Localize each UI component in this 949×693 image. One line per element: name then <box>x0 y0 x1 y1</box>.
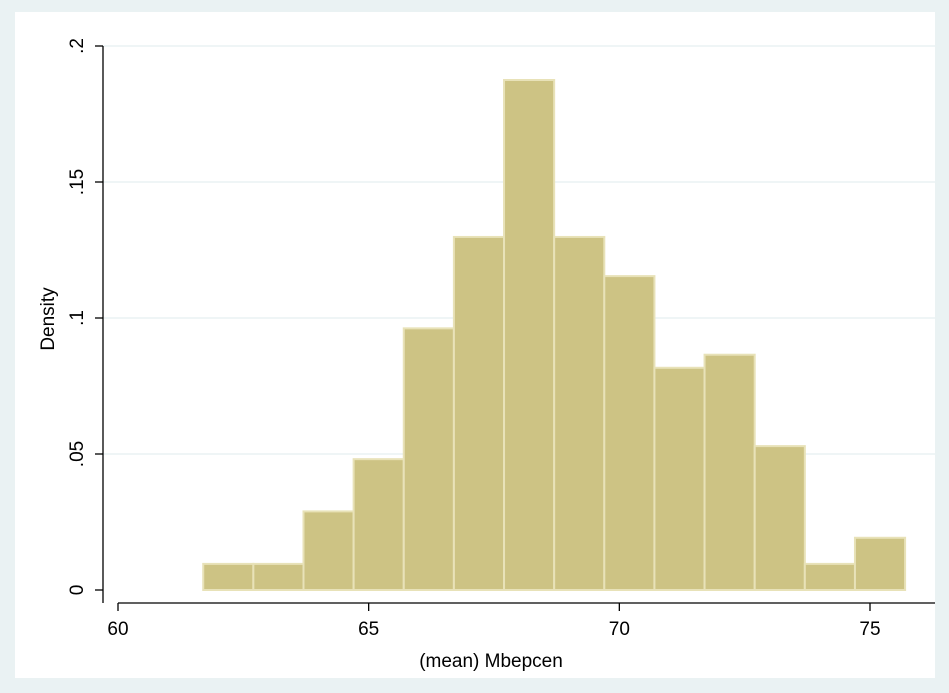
y-tick-label: .2 <box>67 38 88 54</box>
histogram-bar-9 <box>653 366 706 591</box>
x-tick-label: 60 <box>107 619 128 640</box>
x-tick-label: 75 <box>859 619 880 640</box>
histogram-bar-0 <box>202 562 255 591</box>
histogram-bar-5 <box>452 235 506 591</box>
histogram-bar-6 <box>503 79 556 591</box>
histogram-bar-8 <box>603 275 656 591</box>
histogram-bar-7 <box>553 235 606 591</box>
y-axis-title: Density <box>38 287 59 351</box>
histogram-bar-2 <box>302 510 355 591</box>
histogram-bars <box>202 79 907 591</box>
histogram-bar-3 <box>352 458 405 591</box>
y-axis-ticks: 0 .05 .1 .15 .2 <box>67 38 103 595</box>
histogram-bar-12 <box>803 562 856 591</box>
histogram-bar-11 <box>753 445 806 591</box>
histogram-bar-13 <box>853 536 907 591</box>
x-axis-title: (mean) Mbepcen <box>419 651 563 672</box>
x-axis-ticks: 60 65 70 75 <box>107 603 881 640</box>
axes <box>102 46 935 604</box>
y-tick-label: 0 <box>67 585 88 596</box>
histogram-bar-4 <box>402 327 455 591</box>
y-tick-label: .05 <box>67 441 88 467</box>
histogram-bar-1 <box>252 562 305 591</box>
histogram-bar-10 <box>703 353 756 591</box>
x-tick-label: 65 <box>358 619 379 640</box>
x-tick-label: 70 <box>609 619 630 640</box>
y-tick-label: .1 <box>67 310 88 326</box>
y-tick-label: .15 <box>67 169 88 195</box>
